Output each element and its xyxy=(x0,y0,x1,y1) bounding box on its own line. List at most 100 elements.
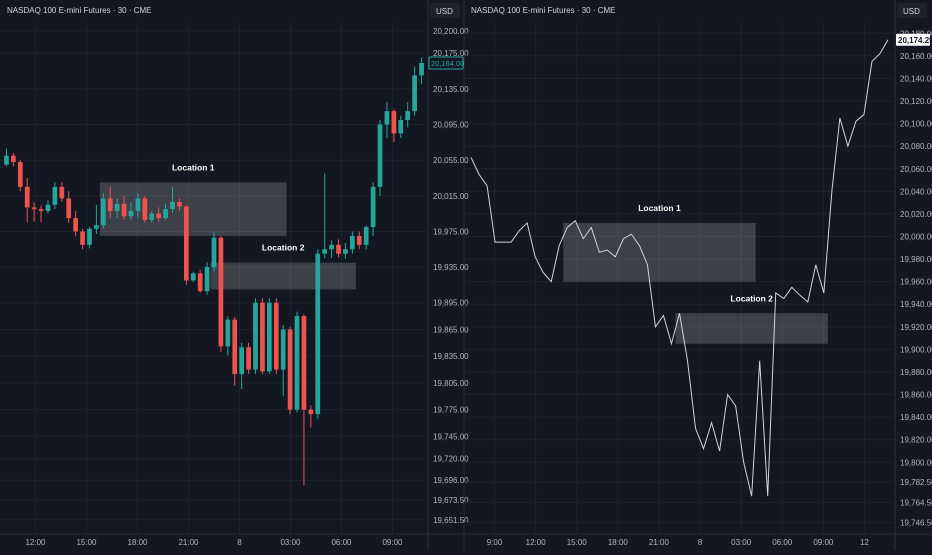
price-line xyxy=(470,39,889,497)
candle-body xyxy=(211,237,217,268)
candle-body xyxy=(280,329,286,370)
x-tick-label: 15:00 xyxy=(567,538,588,547)
candle-body xyxy=(398,120,404,134)
candle-body xyxy=(100,198,106,226)
y-tick-label: 19,860.00 xyxy=(900,391,932,400)
candle-body xyxy=(266,302,272,372)
last-price-label: 20,174.25 xyxy=(898,36,932,45)
candle-body xyxy=(294,316,300,410)
x-tick-label: 09:00 xyxy=(813,538,834,547)
x-tick-label: 8 xyxy=(237,538,242,547)
candle-body xyxy=(80,231,85,245)
last-price-box xyxy=(896,33,930,46)
x-tick-label: 8 xyxy=(698,538,703,547)
candle-body xyxy=(38,209,44,211)
y-tick-label: 19,840.00 xyxy=(900,413,932,422)
x-tick-label: 21:00 xyxy=(649,538,670,547)
candle-body xyxy=(239,347,245,375)
y-tick-label: 19,880.00 xyxy=(900,368,932,377)
y-tick-label: 19,673.50 xyxy=(433,496,469,505)
candle-body xyxy=(59,186,65,199)
candle-body xyxy=(315,253,321,415)
x-tick-label: 18:00 xyxy=(127,538,148,547)
y-tick-label: 19,720.00 xyxy=(433,455,469,464)
y-tick-label: 20,055.00 xyxy=(433,156,469,165)
y-tick-label: 20,175.00 xyxy=(433,49,469,58)
y-tick-label: 20,095.00 xyxy=(433,120,469,129)
candle-body xyxy=(73,218,78,232)
candle-body xyxy=(66,198,72,219)
candle-body xyxy=(45,204,51,211)
y-tick-label: 20,020.00 xyxy=(900,210,932,219)
candle-body xyxy=(204,267,210,292)
y-tick-label: 19,865.00 xyxy=(433,325,469,334)
y-tick-label: 19,800.00 xyxy=(900,458,932,467)
y-tick-label: 19,900.00 xyxy=(900,345,932,354)
candle-body xyxy=(260,302,265,372)
x-tick-label: 12:00 xyxy=(25,538,46,547)
candle-body xyxy=(412,75,417,112)
y-tick-label: 20,060.00 xyxy=(900,165,932,174)
y-tick-label: 19,975.00 xyxy=(433,227,469,236)
x-tick-label: 12:00 xyxy=(526,538,547,547)
y-tick-label: 19,651.50 xyxy=(433,516,469,525)
candle-body xyxy=(377,124,383,187)
x-tick-label: 06:00 xyxy=(331,538,352,547)
candle-body xyxy=(94,225,99,229)
y-tick-label: 20,040.00 xyxy=(900,187,932,196)
candle-body xyxy=(405,111,411,121)
candle-body xyxy=(114,203,120,211)
y-tick-label: 19,920.00 xyxy=(900,323,932,332)
y-tick-label: 20,000.00 xyxy=(900,232,932,241)
annotation-zone xyxy=(563,222,756,282)
currency-label: USD xyxy=(903,7,920,16)
currency-box xyxy=(897,3,927,18)
candle-body xyxy=(350,235,355,250)
y-tick-label: 19,835.00 xyxy=(433,352,469,361)
candle-body xyxy=(273,302,279,370)
candle-body xyxy=(11,155,16,162)
last-price-label: 20,164.00 xyxy=(431,59,464,68)
candle-body xyxy=(253,302,258,370)
chart-title: NASDAQ 100 E-mini Futures · 30 · CME xyxy=(471,6,615,15)
candle-body xyxy=(17,161,23,187)
annotation-label: Location 1 xyxy=(638,203,681,213)
y-tick-label: 19,764.50 xyxy=(900,498,932,507)
candle-body xyxy=(156,213,162,219)
y-tick-label: 20,140.00 xyxy=(900,74,932,83)
currency-box xyxy=(430,3,460,18)
y-tick-label: 19,935.00 xyxy=(433,263,469,272)
candle-body xyxy=(343,249,348,254)
y-tick-label: 20,120.00 xyxy=(900,97,932,106)
candle-body xyxy=(107,198,113,211)
candle-body xyxy=(4,155,9,165)
x-tick-label: 15:00 xyxy=(76,538,97,547)
x-tick-label: 03:00 xyxy=(731,538,752,547)
annotation-zone xyxy=(99,182,287,236)
candle-body xyxy=(177,202,182,207)
annotation-zone xyxy=(210,262,356,290)
candle-body xyxy=(183,206,189,281)
y-tick-label: 20,200.00 xyxy=(433,27,469,36)
x-tick-label: 09:00 xyxy=(382,538,403,547)
annotation-label: Location 2 xyxy=(262,243,305,253)
candle-body xyxy=(31,207,37,210)
y-tick-label: 19,895.00 xyxy=(433,299,469,308)
candle-body xyxy=(142,198,148,220)
candle-body xyxy=(232,319,238,375)
y-tick-label: 19,980.00 xyxy=(900,255,932,264)
y-tick-label: 20,080.00 xyxy=(900,142,932,151)
x-tick-label: 06:00 xyxy=(772,538,793,547)
y-tick-label: 19,805.00 xyxy=(433,379,469,388)
candle-body xyxy=(419,62,424,76)
y-tick-label: 19,960.00 xyxy=(900,278,932,287)
candle-body xyxy=(384,111,390,125)
candle-body xyxy=(135,198,141,211)
candle-body xyxy=(163,209,168,219)
chart-title: NASDAQ 100 E-mini Futures · 30 · CME xyxy=(7,6,151,15)
y-tick-label: 19,782.50 xyxy=(900,478,932,487)
y-tick-label: 19,696.00 xyxy=(433,476,469,485)
annotation-zone xyxy=(675,313,828,344)
candle-body xyxy=(24,186,30,208)
y-tick-label: 19,775.00 xyxy=(433,406,469,415)
